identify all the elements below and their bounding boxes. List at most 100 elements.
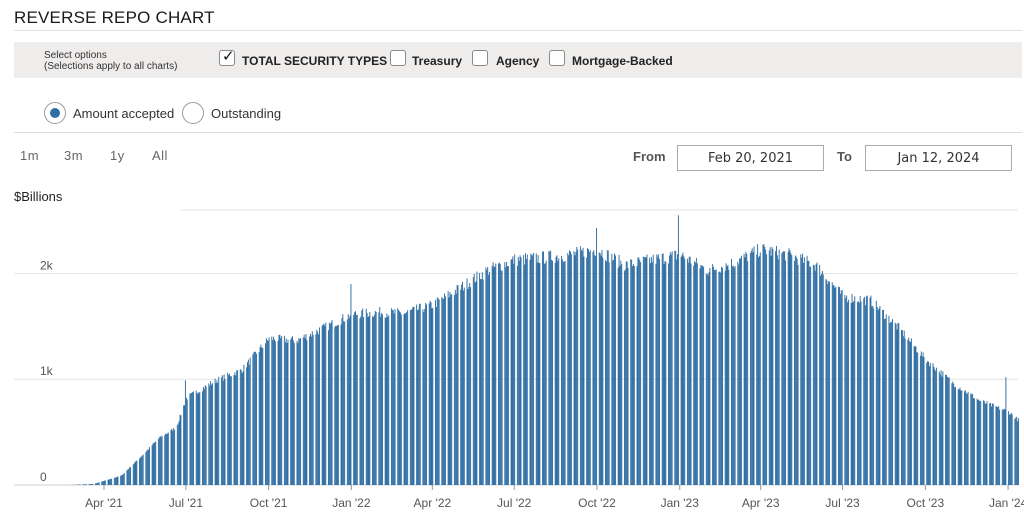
- chart-bar: [394, 309, 396, 485]
- chart-bar: [674, 250, 676, 485]
- chart-bar: [856, 301, 858, 485]
- chart-bar: [857, 301, 859, 485]
- chart-bar: [865, 296, 867, 485]
- chart-bar: [947, 377, 949, 485]
- chart-bar: [879, 305, 881, 485]
- chart-bar: [202, 387, 204, 485]
- chart-bar: [461, 284, 463, 485]
- chart-bar: [94, 483, 96, 485]
- chart-bar: [593, 250, 595, 485]
- checkbox-label-treasury[interactable]: Treasury: [412, 54, 463, 68]
- chart-bar: [885, 314, 887, 485]
- chart-bar: [236, 370, 238, 485]
- chart-bar: [709, 268, 711, 485]
- chart-bar: [349, 315, 351, 485]
- chart-bar: [623, 270, 625, 485]
- chart-bar: [813, 265, 815, 485]
- chart-bar: [920, 351, 922, 485]
- radio-label-amount-accepted[interactable]: Amount accepted: [73, 106, 175, 121]
- radio-amount-accepted[interactable]: [44, 102, 66, 124]
- chart-bar: [883, 318, 885, 485]
- range-button-1y[interactable]: 1y: [110, 148, 125, 163]
- chart-bar: [469, 283, 471, 485]
- y-tick-label: 1k: [40, 364, 54, 378]
- chart-bar: [632, 266, 634, 485]
- chart-bar: [293, 343, 295, 485]
- chart-bar: [939, 374, 941, 485]
- chart-bar: [783, 251, 785, 485]
- chart-bar: [355, 315, 357, 485]
- chart-bar: [812, 264, 814, 485]
- chart-bar: [743, 253, 745, 485]
- chart-bar: [281, 336, 283, 485]
- chart-bar: [734, 266, 736, 485]
- chart-bar: [530, 253, 532, 485]
- chart-bar: [284, 342, 286, 485]
- chart-bar: [407, 310, 409, 485]
- chart-bar: [989, 403, 991, 485]
- checkbox-mortgage-backed[interactable]: [549, 50, 565, 66]
- chart-bar: [511, 259, 513, 485]
- chart-bar: [984, 403, 986, 485]
- chart-bar: [652, 254, 654, 485]
- checkbox-label-mortgage-backed[interactable]: Mortgage-Backed: [572, 54, 673, 68]
- chart-bar: [344, 321, 346, 485]
- chart-bar: [733, 267, 735, 485]
- chart-bar: [454, 289, 456, 485]
- chart-bar: [285, 338, 287, 485]
- chart-bar: [573, 251, 575, 485]
- chart-bar: [675, 251, 677, 485]
- chart-bar: [721, 266, 723, 485]
- chart-bar: [605, 260, 607, 485]
- chart-bar: [166, 433, 168, 485]
- chart-bar: [689, 256, 691, 485]
- chart-bar: [524, 264, 526, 485]
- chart-bar: [387, 316, 389, 485]
- chart-bar: [327, 330, 329, 485]
- checkbox-total-security-types[interactable]: ✓: [219, 47, 235, 66]
- chart-bar: [215, 383, 217, 485]
- to-date-input[interactable]: [865, 145, 1012, 171]
- chart-bar: [719, 271, 721, 485]
- chart-bar: [1004, 409, 1006, 485]
- checkbox-treasury[interactable]: [390, 50, 406, 66]
- chart-bar: [888, 315, 890, 485]
- chart-bar: [907, 339, 909, 485]
- chart-bar: [148, 449, 150, 485]
- chart-bar: [884, 318, 886, 485]
- chart-bar: [1008, 411, 1010, 485]
- chart-bar: [506, 261, 508, 485]
- chart-bar: [350, 284, 352, 485]
- checkbox-label-agency[interactable]: Agency: [496, 54, 540, 68]
- chart-bar: [795, 256, 797, 485]
- chart-bar: [375, 311, 377, 485]
- range-button-all[interactable]: All: [152, 148, 168, 163]
- chart-bar: [757, 244, 759, 485]
- chart-bar: [771, 247, 773, 485]
- chart-bar: [199, 392, 201, 485]
- chart-bar: [787, 251, 789, 485]
- chart-bar: [462, 290, 464, 485]
- chart-bar: [237, 370, 239, 485]
- chart-bar: [803, 257, 805, 485]
- chart-bar: [777, 259, 779, 485]
- chart-bar: [142, 454, 144, 485]
- chart-bar: [209, 385, 211, 485]
- chart-bar: [239, 369, 241, 485]
- chart-bar: [663, 263, 665, 485]
- radio-outstanding[interactable]: [182, 102, 204, 124]
- from-date-input[interactable]: [677, 145, 824, 171]
- chart-bar: [643, 257, 645, 485]
- chart-bar: [625, 261, 627, 485]
- range-button-3m[interactable]: 3m: [64, 148, 84, 163]
- radio-label-outstanding[interactable]: Outstanding: [211, 106, 282, 121]
- chart-bar: [507, 266, 508, 485]
- range-button-1m[interactable]: 1m: [20, 148, 40, 163]
- chart-bar: [211, 383, 213, 485]
- chart-bar: [290, 339, 292, 485]
- checkbox-label-total[interactable]: TOTAL SECURITY TYPES: [242, 54, 388, 68]
- chart-bar: [763, 244, 765, 485]
- chart-bar: [928, 366, 930, 485]
- checkbox-agency[interactable]: [472, 50, 488, 66]
- chart-bar: [839, 293, 841, 485]
